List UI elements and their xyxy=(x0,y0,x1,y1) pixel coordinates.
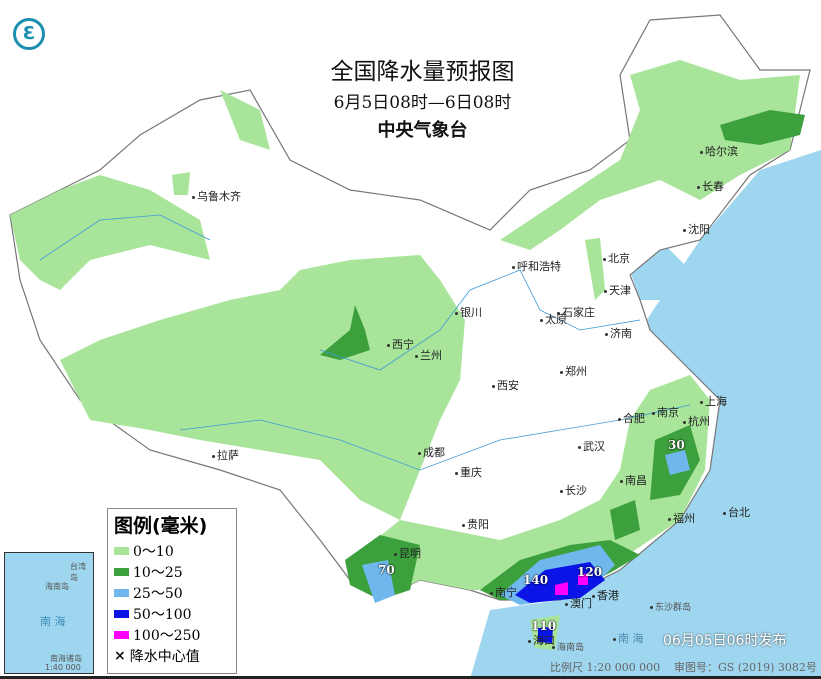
bohai-sea xyxy=(630,245,690,300)
legend-title: 图例(毫米) xyxy=(114,515,208,537)
city-label: 海口 xyxy=(528,632,555,648)
city-label: 成都 xyxy=(418,444,445,460)
legend-label: 10～25 xyxy=(133,564,183,581)
map-title: 全国降水量预报图 xyxy=(330,59,515,85)
sea-area xyxy=(470,150,821,679)
dongsha-label: 东沙群岛 xyxy=(650,600,691,613)
cross-icon: × xyxy=(114,647,126,664)
precip-center-value: 140 xyxy=(523,573,549,587)
legend-item: 25～50 xyxy=(114,582,230,603)
city-label: 天津 xyxy=(604,282,631,298)
legend-label: 100～250 xyxy=(133,627,201,644)
city-label: 沈阳 xyxy=(683,221,710,237)
city-label: 石家庄 xyxy=(557,304,595,320)
city-label: 西宁 xyxy=(387,336,414,352)
precip-center-value: 120 xyxy=(577,565,603,579)
rivers xyxy=(39,214,691,471)
city-label: 银川 xyxy=(455,304,482,320)
forecast-period: 6月5日08时—6日08时 xyxy=(333,93,512,113)
precip-center-value: 30 xyxy=(668,438,685,452)
legend-label: 25～50 xyxy=(133,585,183,602)
legend-item: 50～100 xyxy=(114,603,230,624)
legend-item: 100～250 xyxy=(114,624,230,645)
city-label: 重庆 xyxy=(455,464,482,480)
city-label: 澳门 xyxy=(565,595,592,611)
city-label: 哈尔滨 xyxy=(700,143,738,159)
city-label: 上海 xyxy=(700,393,727,409)
map-scale: 比例尺 1:20 000 000 xyxy=(550,661,661,674)
bottom-border xyxy=(0,676,821,679)
legend-item: × 降水中心值 xyxy=(114,645,230,666)
hainan-label: 海南岛 xyxy=(552,640,584,653)
precip-center-value: 110 xyxy=(531,619,557,633)
sea-label: 南 海 xyxy=(613,630,644,646)
city-label: 呼和浩特 xyxy=(512,258,561,274)
rain-0-10 xyxy=(10,60,800,650)
legend: 图例(毫米) 0～10 10～25 25～50 50～100 100～250 ×… xyxy=(107,508,237,674)
city-label: 郑州 xyxy=(560,363,587,379)
city-label: 台北 xyxy=(723,504,750,520)
city-label: 乌鲁木齐 xyxy=(192,188,241,204)
city-label: 长春 xyxy=(697,178,724,194)
agency-name: 中央气象台 xyxy=(377,120,468,141)
inset-island-label: 海南岛 xyxy=(45,582,69,591)
city-label: 拉萨 xyxy=(212,447,239,463)
legend-item: 0～10 xyxy=(114,540,230,561)
legend-item: 10～25 xyxy=(114,561,230,582)
city-label: 武汉 xyxy=(578,438,605,454)
city-label: 香港 xyxy=(592,587,619,603)
cma-logo: Ɛ xyxy=(13,18,45,50)
approval-number: 审图号：GS (2019) 3082号 xyxy=(674,661,817,674)
city-label: 福州 xyxy=(668,510,695,526)
precip-center-value: 70 xyxy=(378,563,395,577)
city-label: 南宁 xyxy=(490,584,517,600)
city-label: 兰州 xyxy=(415,347,442,363)
inset-sea-label: 南 海 xyxy=(40,615,66,628)
south-china-sea-inset: 海南岛 台湾岛 南 海 南海诸岛 1:40 000 000 xyxy=(4,552,94,674)
inset-taiwan-label: 台湾岛 xyxy=(70,562,86,582)
city-label: 昆明 xyxy=(394,545,421,561)
inset-islands-label: 南海诸岛 xyxy=(50,654,82,663)
legend-label: 0～10 xyxy=(133,543,174,560)
inset-scale: 1:40 000 000 xyxy=(45,663,81,673)
city-label: 济南 xyxy=(605,325,632,341)
published-time: 06月05日06时发布 xyxy=(663,633,787,649)
city-label: 杭州 xyxy=(683,413,710,429)
city-label: 合肥 xyxy=(618,410,645,426)
city-label: 南京 xyxy=(652,404,679,420)
city-label: 贵阳 xyxy=(462,516,489,532)
legend-label: 降水中心值 xyxy=(129,648,200,665)
city-label: 北京 xyxy=(603,250,630,266)
city-label: 西安 xyxy=(492,377,519,393)
legend-label: 50～100 xyxy=(133,606,192,623)
rain-100-250 xyxy=(555,573,588,595)
city-label: 太原 xyxy=(540,311,567,327)
city-label: 长沙 xyxy=(560,482,587,498)
city-label: 南昌 xyxy=(620,472,647,488)
